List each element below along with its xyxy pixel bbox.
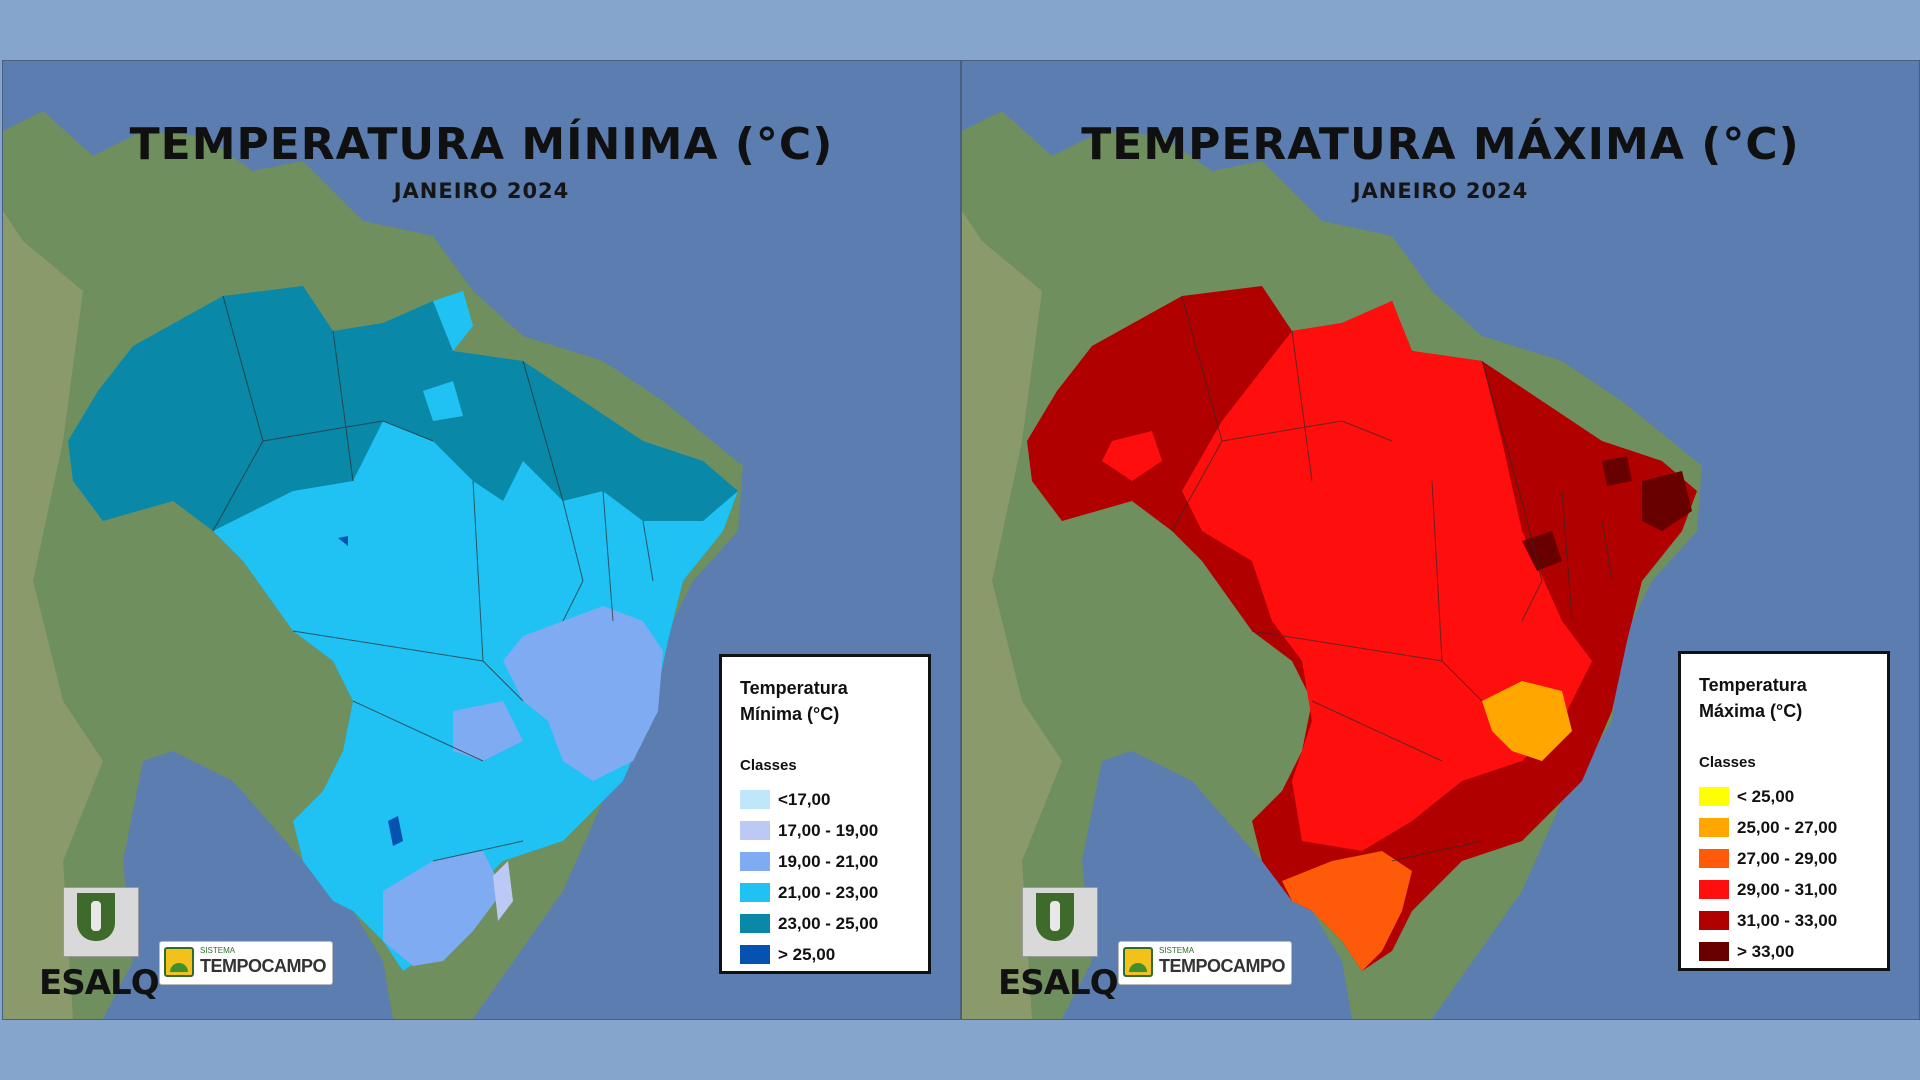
legend-label: 23,00 - 25,00 — [778, 913, 879, 933]
legend-swatch — [1699, 818, 1729, 837]
tempocampo-logo: SISTEMA TEMPOCAMPO — [1118, 941, 1292, 985]
tempocampo-logo-text: TEMPOCAMPO — [200, 956, 327, 976]
region-patch — [338, 536, 348, 546]
tempocampo-logo: SISTEMA TEMPOCAMPO — [159, 941, 333, 985]
tempocampo-sun-icon — [164, 947, 194, 977]
legend-item: 17,00 - 19,00 — [740, 815, 928, 846]
map-title: TEMPERATURA MÁXIMA (°C) — [1081, 119, 1800, 170]
region-patch — [1602, 456, 1632, 486]
legend-item: 31,00 - 33,00 — [1699, 905, 1887, 936]
esalq-logo: ESALQ — [39, 887, 160, 1005]
region-patch — [1102, 431, 1162, 481]
legend-swatch — [1699, 880, 1729, 899]
legend-swatch — [740, 945, 770, 964]
legend-item: 21,00 - 23,00 — [740, 877, 928, 908]
legend-swatch — [1699, 911, 1729, 930]
map-subtitle: JANEIRO 2024 — [1352, 179, 1529, 203]
legend-item: > 33,00 — [1699, 936, 1887, 967]
legend-item: <17,00 — [740, 784, 928, 815]
tempocampo-small-text: SISTEMA — [1159, 946, 1195, 955]
min-temperature-map-panel: TEMPERATURA MÍNIMA (°C) JANEIRO 2024 Tem… — [2, 60, 961, 1020]
legend-label: 19,00 - 21,00 — [778, 851, 879, 871]
legend-subtitle: Classes — [1699, 754, 1756, 771]
legend-swatch — [740, 821, 770, 840]
legend-swatch — [1699, 849, 1729, 868]
legend-swatch — [740, 883, 770, 902]
legend-item: 19,00 - 21,00 — [740, 846, 928, 877]
legend-label: 25,00 - 27,00 — [1737, 817, 1838, 837]
legend-label: > 25,00 — [778, 944, 836, 964]
legend-title: Temperatura Mínima (°C) — [740, 678, 848, 724]
region-patch — [423, 381, 463, 421]
brazil-region-27-29 — [1282, 851, 1412, 971]
brazil-region-25-27 — [1482, 681, 1572, 761]
region-patch — [388, 816, 403, 846]
legend-item: 25,00 - 27,00 — [1699, 812, 1887, 843]
tempocampo-small-text: SISTEMA — [200, 946, 236, 955]
map-subtitle: JANEIRO 2024 — [393, 179, 570, 203]
brazil-region-above-33 — [1642, 471, 1692, 531]
legend-label: > 33,00 — [1737, 941, 1795, 961]
legend-item: < 25,00 — [1699, 781, 1887, 812]
legend: Temperatura Mínima (°C) Classes <17,00 1… — [719, 654, 931, 974]
legend-label: < 25,00 — [1737, 786, 1795, 806]
region-patch — [433, 291, 473, 351]
brazil-region-19-21 — [503, 606, 663, 781]
legend-label: 17,00 - 19,00 — [778, 820, 879, 840]
region-patch — [383, 851, 503, 966]
legend-swatch — [740, 852, 770, 871]
legend-label: 29,00 - 31,00 — [1737, 879, 1838, 899]
tempocampo-logo-text: TEMPOCAMPO — [1159, 956, 1286, 976]
andes-region — [3, 211, 103, 1019]
min-temperature-map — [3, 61, 960, 1019]
legend-item: 23,00 - 25,00 — [740, 908, 928, 939]
esalq-logo-text: ESALQ — [39, 963, 160, 1003]
esalq-figure-icon — [91, 901, 101, 931]
legend-subtitle: Classes — [740, 757, 797, 774]
legend-swatch — [1699, 942, 1729, 961]
andes-region — [962, 211, 1062, 1019]
legend-label: <17,00 — [778, 789, 831, 809]
legend: Temperatura Máxima (°C) Classes < 25,00 … — [1678, 651, 1890, 971]
legend-swatch — [740, 790, 770, 809]
legend-label: 31,00 - 33,00 — [1737, 910, 1838, 930]
map-title: TEMPERATURA MÍNIMA (°C) — [129, 119, 834, 170]
legend-item: 29,00 - 31,00 — [1699, 874, 1887, 905]
legend-title: Temperatura Máxima (°C) — [1699, 675, 1807, 721]
legend-label: 27,00 - 29,00 — [1737, 848, 1838, 868]
esalq-logo-text: ESALQ — [998, 963, 1119, 1003]
legend-item: > 25,00 — [740, 939, 928, 970]
legend-swatch — [1699, 787, 1729, 806]
legend-item: 27,00 - 29,00 — [1699, 843, 1887, 874]
legend-swatch — [740, 914, 770, 933]
tempocampo-sun-icon — [1123, 947, 1153, 977]
esalq-logo: ESALQ — [998, 887, 1119, 1005]
region-patch — [453, 701, 523, 761]
brazil-region-21-23 — [213, 421, 738, 971]
max-temperature-map-panel: TEMPERATURA MÁXIMA (°C) JANEIRO 2024 Tem… — [961, 60, 1920, 1020]
esalq-figure-icon — [1050, 901, 1060, 931]
region-patch — [493, 861, 513, 921]
legend-label: 21,00 - 23,00 — [778, 882, 879, 902]
